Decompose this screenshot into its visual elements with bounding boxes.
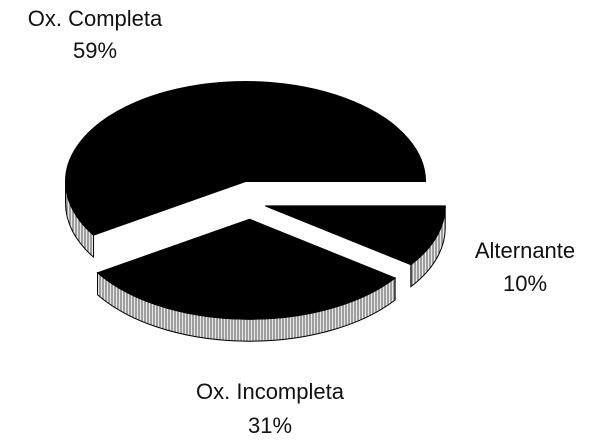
pie-slice — [265, 205, 446, 266]
slice-label: Ox. Incompleta — [196, 379, 345, 404]
slice-label: Ox. Completa — [28, 6, 163, 31]
pie-slice — [65, 81, 427, 236]
pie-slice — [96, 218, 397, 320]
slice-label: Alternante — [475, 238, 575, 263]
value-label: 59% — [73, 38, 117, 63]
value-label: 31% — [248, 413, 292, 438]
value-label: 10% — [503, 271, 547, 296]
